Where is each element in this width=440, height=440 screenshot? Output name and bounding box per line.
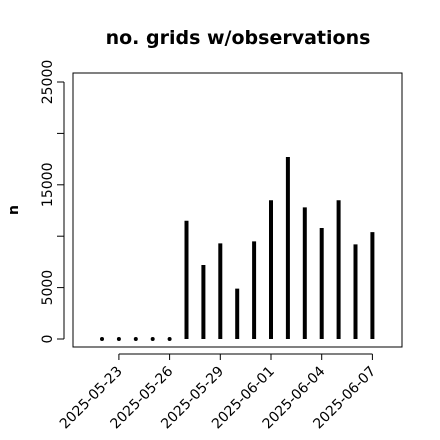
- bar: [150, 337, 155, 341]
- plot-frame: [72, 72, 403, 348]
- y-tick-label: 25000: [40, 60, 56, 105]
- bar: [100, 337, 104, 341]
- chart-title: no. grids w/observations: [106, 27, 371, 49]
- bar: [116, 337, 121, 341]
- bar: [167, 337, 172, 341]
- y-tick-label: 0: [40, 335, 56, 344]
- y-tick-label: 15000: [40, 163, 56, 208]
- y-axis-label: n: [6, 205, 22, 215]
- x-axis: 2025-05-232025-05-262025-05-292025-06-01…: [57, 353, 379, 432]
- bar: [133, 337, 138, 341]
- y-tick-label: 5000: [40, 270, 56, 306]
- bars: [100, 157, 375, 341]
- y-axis: 0 5000 15000 25000: [40, 60, 65, 344]
